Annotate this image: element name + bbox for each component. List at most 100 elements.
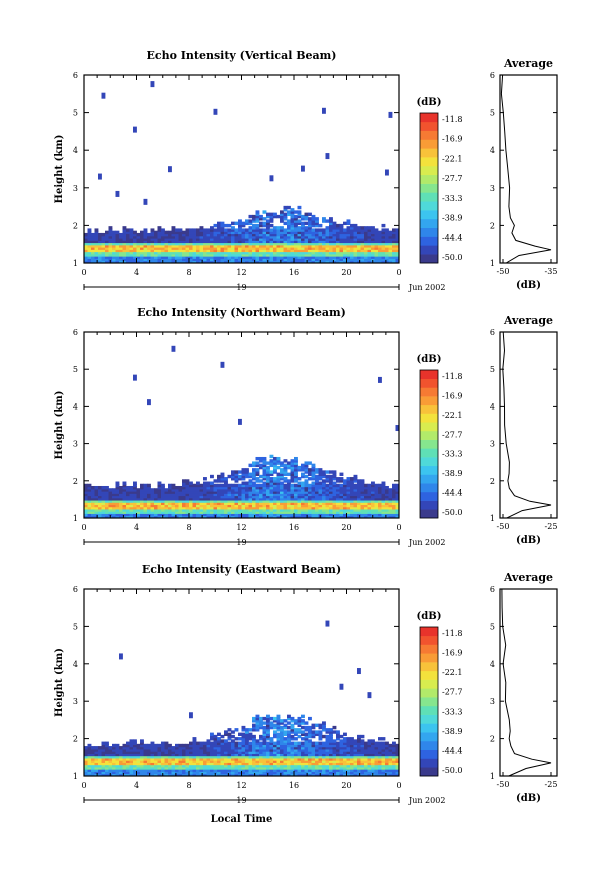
- heatmap-cell: [350, 497, 354, 501]
- heatmap-cell: [287, 485, 291, 490]
- heatmap-cell: [119, 512, 123, 517]
- heatmap-cell: [346, 773, 351, 777]
- heatmap-cell: [94, 246, 99, 250]
- heatmap-cell: [252, 248, 256, 253]
- average-y-tick-label: 2: [490, 221, 495, 230]
- heatmap-cell: [262, 761, 267, 766]
- heatmap-cell: [315, 764, 319, 768]
- heatmap-cell: [308, 508, 312, 512]
- heatmap-cell: [371, 503, 375, 508]
- heatmap-cell: [280, 768, 284, 772]
- heatmap-cell: [262, 725, 267, 730]
- heatmap-cell: [171, 512, 176, 517]
- heatmap-cell: [87, 483, 92, 488]
- heatmap-cell: [290, 226, 295, 230]
- heatmap-cell: [280, 725, 284, 730]
- heatmap-cell: [94, 748, 99, 752]
- heatmap-cell: [238, 755, 242, 759]
- heatmap-cell: [280, 232, 284, 237]
- heatmap-cell: [217, 503, 221, 508]
- heatmap-cell: [269, 770, 274, 775]
- heatmap-cell: [301, 255, 305, 259]
- heatmap-cell: [126, 506, 130, 510]
- heatmap-cell: [185, 494, 190, 499]
- heatmap-cell: [304, 752, 309, 757]
- x-tick-label: 8: [186, 523, 191, 532]
- heatmap-cell: [301, 488, 305, 492]
- heatmap-cell: [315, 255, 319, 259]
- heatmap-cell: [374, 497, 379, 501]
- heatmap-cell: [252, 232, 256, 237]
- heatmap-cell: [133, 481, 137, 485]
- heatmap-cell: [150, 488, 155, 492]
- heatmap-cell: [112, 768, 116, 772]
- heatmap-cell: [378, 255, 382, 259]
- heatmap-cell: [136, 764, 141, 768]
- heatmap-cell: [192, 746, 197, 750]
- heatmap-cell: [262, 470, 267, 474]
- heatmap-cell: [294, 773, 298, 777]
- heatmap-cell: [119, 237, 123, 241]
- heatmap-cell: [374, 237, 379, 241]
- heatmap-cell: [210, 741, 214, 745]
- heatmap-cell: [224, 223, 228, 228]
- heatmap-cell: [266, 761, 270, 766]
- heatmap-cell: [133, 494, 137, 499]
- heatmap-cell: [280, 739, 284, 743]
- heatmap-cell: [150, 255, 155, 259]
- heatmap-cell: [315, 481, 319, 485]
- heatmap-cell: [346, 761, 351, 766]
- heatmap-cell: [378, 488, 382, 492]
- heatmap-cell: [276, 492, 281, 497]
- heatmap-cell: [353, 228, 358, 232]
- heatmap-cell: [325, 768, 330, 772]
- heatmap-cell: [164, 755, 169, 759]
- heatmap-cell: [357, 228, 361, 232]
- heatmap-cell: [255, 212, 260, 217]
- heatmap-cell: [322, 239, 326, 244]
- heatmap-cell: [189, 757, 193, 761]
- heatmap-cell: [150, 253, 155, 257]
- heatmap-cell: [136, 237, 141, 241]
- heatmap-cell: [350, 239, 354, 244]
- heatmap-cell: [325, 748, 330, 752]
- heatmap-cell: [84, 494, 88, 499]
- heatmap-cell: [329, 764, 333, 768]
- heatmap-cell: [385, 490, 389, 494]
- heatmap-cell: [101, 746, 106, 750]
- heatmap-cell: [325, 492, 330, 497]
- heatmap-cell: [238, 239, 242, 244]
- heatmap-cell: [392, 492, 396, 497]
- heatmap-cell: [353, 768, 358, 772]
- heatmap-cell: [308, 752, 312, 757]
- heatmap-cell: [143, 766, 148, 770]
- heatmap-cell: [269, 757, 274, 761]
- heatmap-cell: [294, 483, 298, 488]
- heatmap-cell: [262, 463, 267, 468]
- heatmap-cell: [126, 490, 130, 494]
- heatmap-cell: [350, 248, 354, 253]
- heatmap-cell: [364, 497, 368, 501]
- heatmap-cell: [395, 746, 400, 750]
- heatmap-cell: [231, 253, 235, 257]
- heatmap-cell: [343, 743, 347, 748]
- heatmap-cell: [133, 503, 137, 508]
- heatmap-cell: [84, 490, 88, 494]
- heatmap-cell: [371, 759, 375, 763]
- heatmap-cell: [140, 488, 144, 492]
- heatmap-cell: [87, 228, 92, 232]
- heatmap-cell: [259, 748, 263, 752]
- heatmap-cell: [378, 499, 382, 503]
- heatmap-cell: [357, 237, 361, 241]
- heatmap-cell: [238, 221, 242, 226]
- heatmap-cell: [273, 497, 277, 501]
- heatmap-cell: [287, 248, 291, 253]
- heatmap-cell: [105, 755, 109, 759]
- heatmap-cell: [367, 499, 372, 503]
- y-tick-label: 3: [73, 697, 78, 706]
- heatmap-cell: [266, 723, 270, 728]
- heatmap-cell: [322, 512, 326, 517]
- heatmap-cell: [262, 748, 267, 752]
- heatmap-cell: [304, 465, 309, 470]
- heatmap-cell: [168, 761, 172, 766]
